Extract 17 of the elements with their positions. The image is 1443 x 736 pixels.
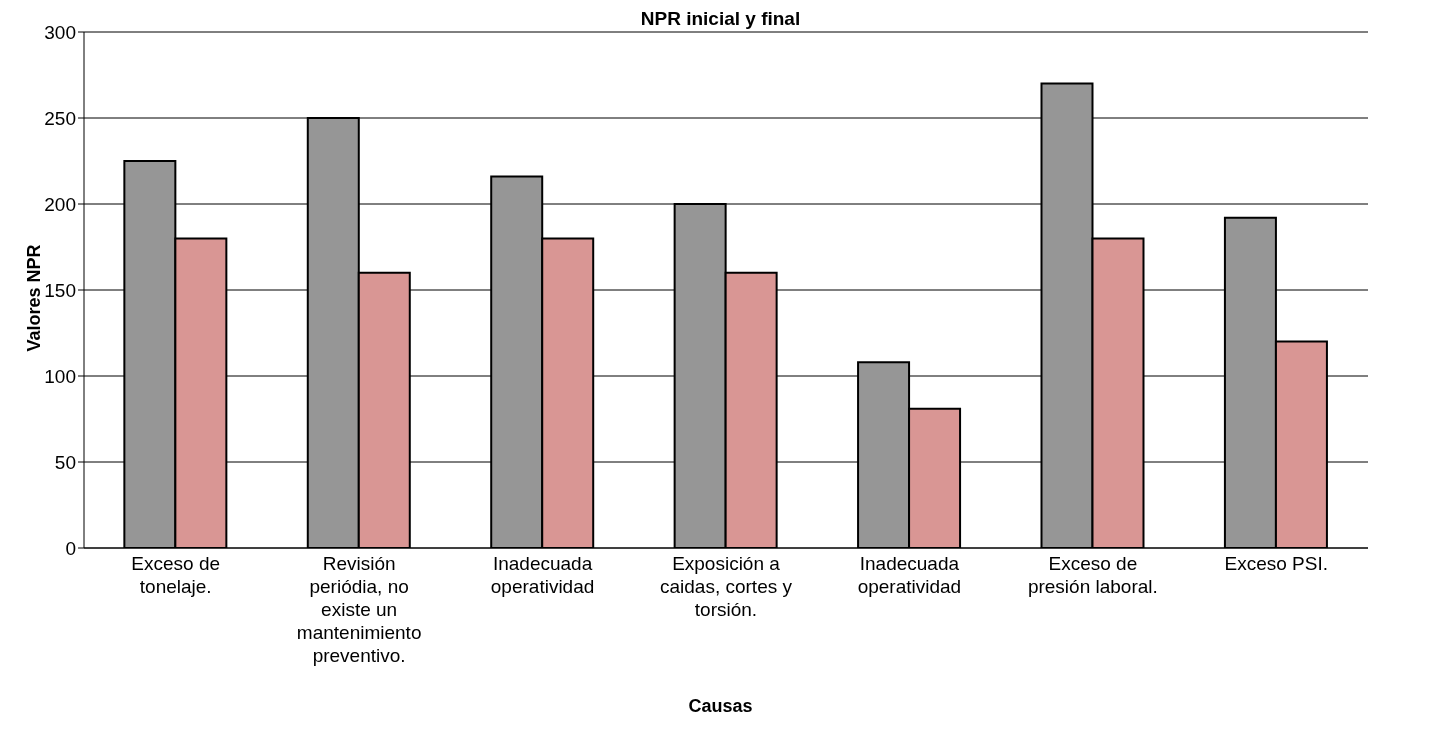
x-axis-title: Causas: [687, 696, 754, 717]
x-tick-label: Revisión periódia, no existe un mantenimiento preventivo.: [296, 553, 422, 666]
x-tick-label: Inadecuada operatividad: [857, 553, 962, 597]
y-tick-label: 150: [44, 279, 76, 301]
chart-title: NPR inicial y final: [640, 8, 801, 29]
y-tick-label: 300: [44, 21, 76, 43]
y-tick-label: 100: [44, 365, 76, 387]
y-axis-title: Valores NPR: [23, 244, 45, 352]
y-tick-label: 200: [44, 193, 76, 215]
y-tick-label: 0: [65, 537, 76, 559]
x-tick-label: Exceso de presión laboral.: [1027, 553, 1158, 597]
y-tick-label: 250: [44, 107, 76, 129]
y-tick-label: 50: [54, 451, 76, 473]
x-tick-label: Exceso de tonelaje.: [131, 553, 221, 597]
x-tick-label: Exceso PSI.: [1224, 553, 1329, 574]
x-tick-label: Exposición a caidas, cortes y torsión.: [660, 553, 793, 620]
x-tick-label: Inadecuada operatividad: [490, 553, 595, 597]
